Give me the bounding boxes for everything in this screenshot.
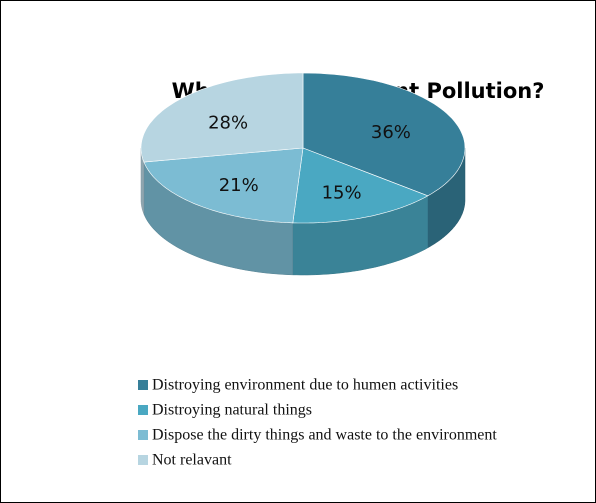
legend-label: Distroying natural things [152, 402, 312, 419]
slice [302, 72, 466, 197]
legend-swatch [138, 380, 148, 390]
legend-label: Distroying environment due to humen acti… [152, 377, 458, 394]
data-label: 21% [219, 175, 259, 196]
legend-swatch [138, 430, 148, 440]
legend-label: Dispose the dirty things and waste to th… [152, 427, 497, 444]
data-label: 36% [371, 122, 411, 143]
slice [140, 72, 304, 163]
legend-swatch [138, 455, 148, 465]
data-label: 15% [322, 182, 362, 203]
slice [143, 147, 304, 224]
legend-label: Not relavant [152, 452, 232, 469]
legend-swatch [138, 405, 148, 415]
data-label: 28% [208, 112, 248, 133]
slice [292, 147, 429, 224]
